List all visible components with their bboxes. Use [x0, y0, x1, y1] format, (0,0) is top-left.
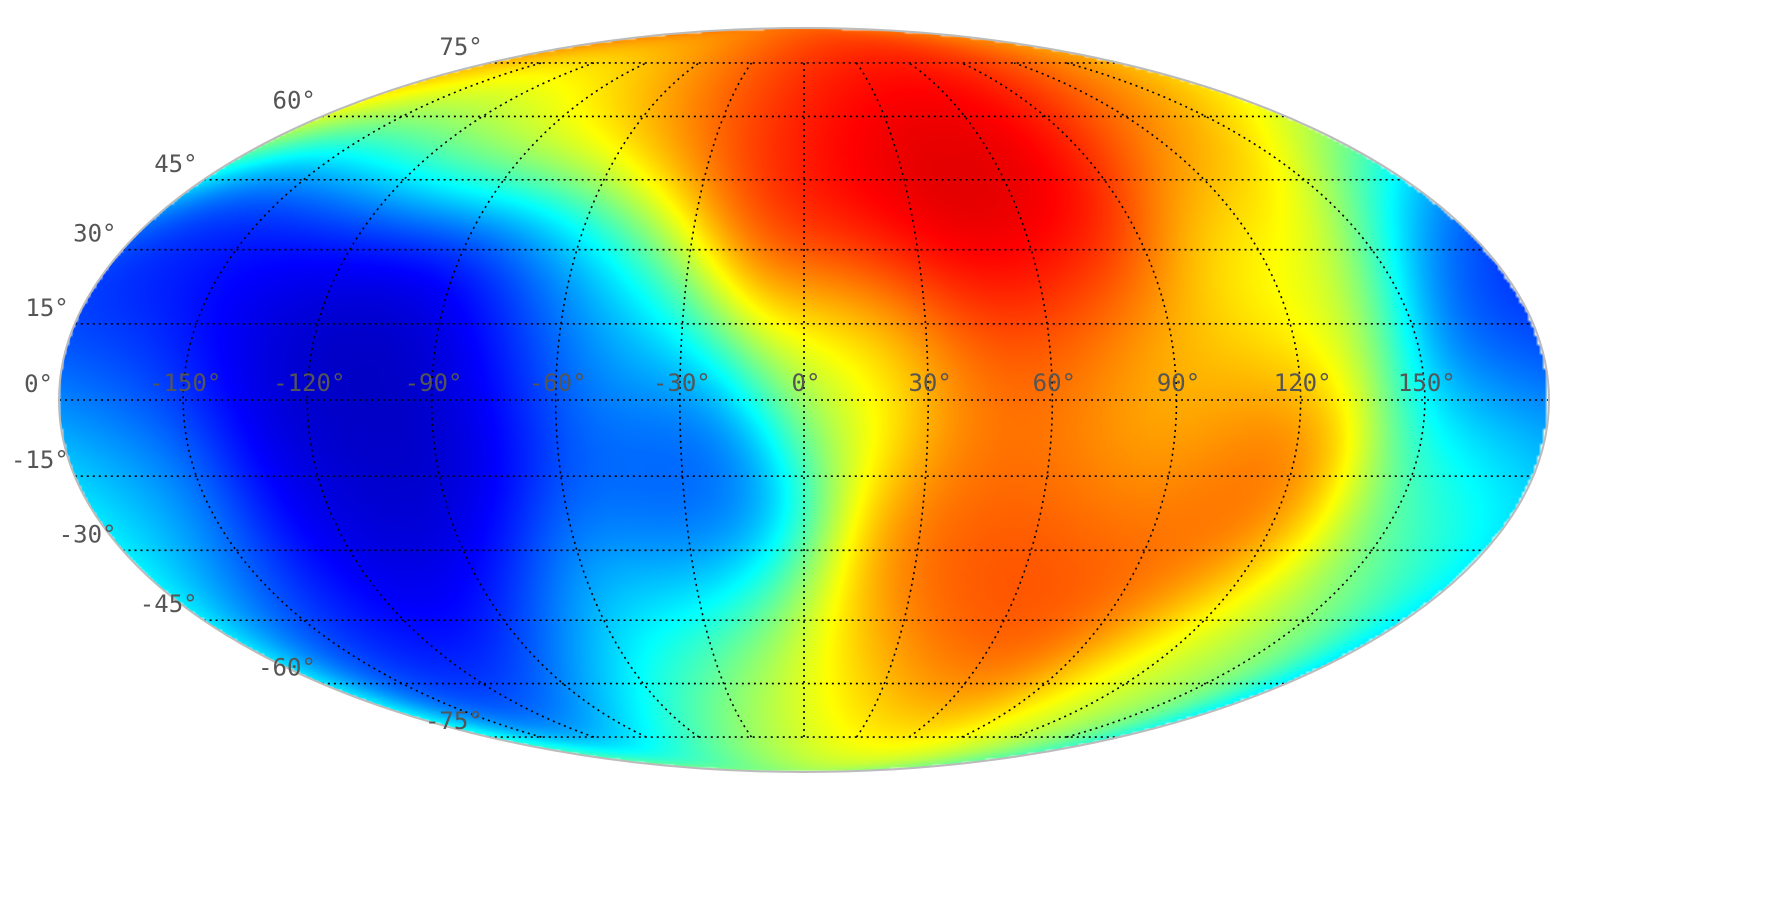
meridian-line: [306, 62, 595, 738]
lat-label: -45°: [140, 590, 198, 618]
lat-label: -60°: [258, 654, 316, 682]
meridian-line: [430, 62, 647, 738]
lat-label: -15°: [11, 446, 69, 474]
lon-label: 90°: [1157, 369, 1200, 397]
lat-label: 75°: [439, 33, 482, 61]
lon-label: 150°: [1398, 369, 1456, 397]
lat-label: 45°: [154, 150, 197, 178]
meridian-line: [182, 62, 542, 738]
lon-label: -60°: [529, 369, 587, 397]
meridian-line: [554, 62, 700, 738]
lat-label: 0°: [24, 370, 53, 398]
meridian-line: [1013, 62, 1302, 738]
lat-label: 60°: [273, 86, 316, 114]
meridian-line: [679, 62, 753, 738]
lat-label: -75°: [425, 707, 483, 735]
lon-label: -90°: [405, 369, 463, 397]
lon-label: 120°: [1274, 369, 1332, 397]
meridian-line: [908, 62, 1054, 738]
meridian-line: [855, 62, 929, 738]
lat-label: -30°: [59, 520, 117, 548]
graticule: [59, 62, 1549, 738]
lon-label: 60°: [1033, 369, 1076, 397]
graticule-labels: 0° 15° 30° 45° 60° 75° -15° -30° -45° -60° -75° 0° 3…: [11, 33, 1456, 735]
lon-label: -30°: [653, 369, 711, 397]
lat-label: 15°: [25, 294, 68, 322]
lon-label: 0°: [792, 369, 821, 397]
meridian-line: [1066, 62, 1426, 738]
meridian-line: [961, 62, 1178, 738]
lon-label: -150°: [149, 369, 221, 397]
lat-label: 30°: [73, 220, 116, 248]
lon-label: 30°: [908, 369, 951, 397]
map-outline: [58, 27, 1550, 773]
lon-label: -120°: [273, 369, 345, 397]
